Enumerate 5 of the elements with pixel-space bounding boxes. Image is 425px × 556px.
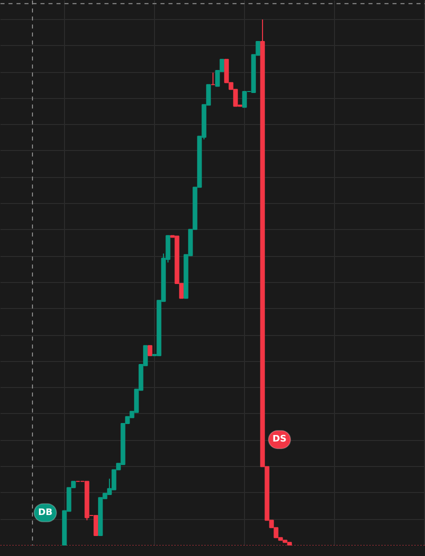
candlestick [148,345,152,356]
annotation: DS [272,434,286,445]
text: DB [38,508,53,518]
candlestick [94,515,98,536]
candlestick [242,91,247,108]
